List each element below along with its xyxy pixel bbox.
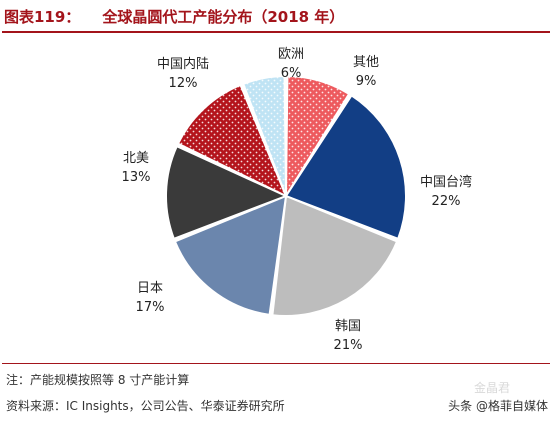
pie-slice-pattern — [178, 84, 286, 196]
chart-title: 图表119： 全球晶圆代工产能分布（2018 年） — [4, 6, 550, 27]
slice-value-label: 12% — [169, 76, 198, 91]
chart-title-text: 全球晶圆代工产能分布（2018 年） — [102, 8, 345, 26]
slice-label: 韩国 — [335, 319, 361, 334]
watermark: 头条 @格菲自媒体 — [448, 399, 548, 413]
pie-slice — [165, 144, 289, 241]
pie-slice — [271, 194, 399, 317]
slice-value-label: 22% — [432, 194, 461, 209]
slice-value-label: 9% — [356, 74, 377, 89]
slice-value-label: 6% — [281, 66, 302, 81]
slice-label: 欧洲 — [278, 47, 304, 62]
slice-label: 北美 — [123, 151, 149, 166]
slice-label: 其他 — [353, 55, 379, 70]
slice-label: 中国台湾 — [420, 174, 472, 190]
pie-slices — [165, 74, 407, 317]
figure-label: 图表119： — [4, 8, 81, 26]
pie-labels: 其他 9% 中国台湾 22% 韩国 21% 日本 17% 北美 13% 中国内陆 12% 欧洲 6% — [122, 47, 472, 353]
slice-value-label: 21% — [334, 338, 363, 353]
slice-value-label: 17% — [136, 300, 165, 315]
pie-slice-pattern — [243, 76, 286, 196]
footnote: 注：产能规模按照等 8 寸产能计算 — [6, 373, 190, 387]
pie-chart: 其他 9% 中国台湾 22% 韩国 21% 日本 17% 北美 13% 中国内陆 12% 欧洲 6% — [122, 47, 472, 353]
slice-label: 中国内陆 — [157, 56, 209, 72]
pie-slice-pattern — [286, 76, 350, 196]
title-divider — [2, 31, 550, 33]
watermark-ghost: 金晶君 — [474, 381, 511, 395]
pie-slice — [173, 194, 288, 316]
pie-slice — [284, 94, 407, 241]
source-text: 资料来源：IC Insights，公司公告、华泰证券研究所 — [6, 399, 285, 413]
footer-divider — [2, 363, 550, 364]
slice-value-label: 13% — [122, 170, 151, 185]
slice-label: 日本 — [137, 281, 163, 296]
